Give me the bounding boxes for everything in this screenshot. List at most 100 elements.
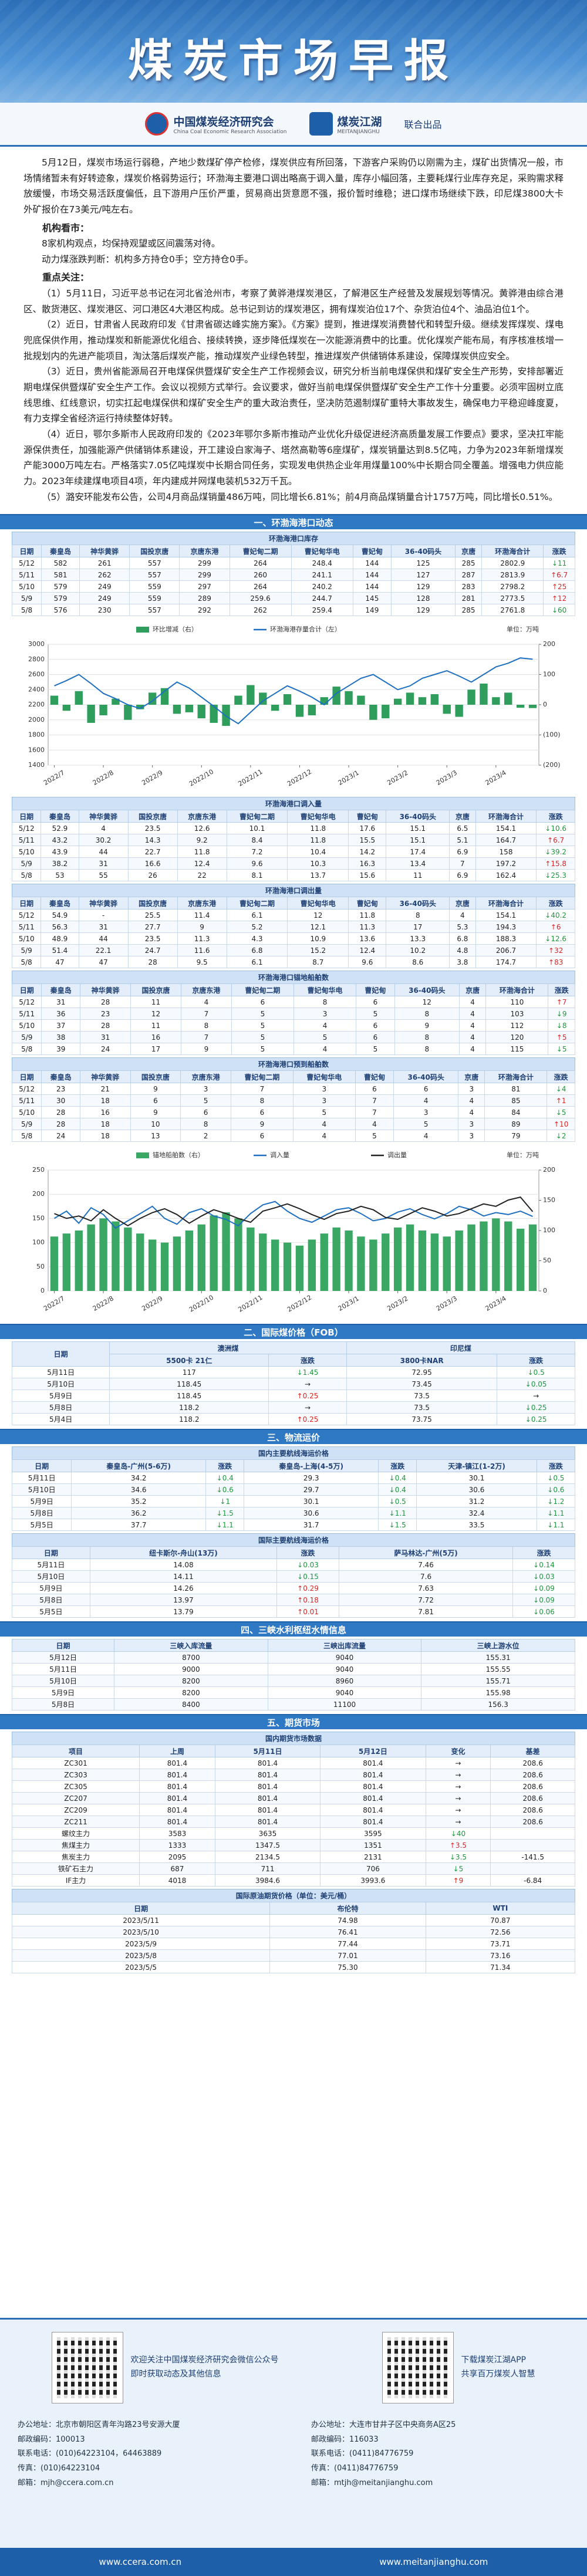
bar: [185, 705, 194, 713]
legend-label: 环比增减（右）: [153, 625, 198, 633]
column-header: 曹妃甸二期: [231, 983, 294, 997]
table-cell: 38: [41, 1031, 81, 1044]
column-header: 秦皇岛: [41, 983, 81, 997]
bar: [320, 1233, 328, 1292]
contact-line: 邮箱：mtjh@meitanjianghu.com: [311, 2478, 433, 2487]
table-cell: 194.3: [475, 921, 537, 934]
table-cell: 144: [352, 569, 392, 582]
focus-item: （4）近日，鄂尔多斯市人民政府印发的《2023年鄂尔多斯市推动产业优化升级促进经…: [23, 428, 564, 486]
column-header: 纽卡斯尔-舟山(13万): [89, 1546, 278, 1560]
table-cell: 5: [231, 1008, 294, 1020]
column-header: 京唐东港: [177, 897, 227, 910]
table-cell: ↓0.6: [536, 1483, 576, 1496]
table-cell: 248.4: [291, 557, 353, 570]
bar: [259, 692, 267, 705]
table-row: 5/10 48.9 44 23.5 11.3 4.3 10.9 13.6 13.3 6.8 188.…: [11, 932, 575, 945]
table-cell: 44: [78, 846, 129, 858]
table-cell: 4: [293, 1019, 357, 1032]
table-cell: 73.16: [425, 1949, 576, 1962]
table-cell: 6: [356, 1031, 395, 1044]
table-row: 5/11 56.3 31 27.7 9 5.2 12.1 11.3 17 5.3 194.3 ↑6: [11, 921, 575, 934]
table-cell: 焦煤主力: [11, 1839, 140, 1852]
section-header: 二、国际煤价格（FOB）: [0, 1324, 587, 1340]
table-cell: 9: [394, 1019, 460, 1032]
focus-heading: 重点关注：: [42, 272, 90, 283]
table-row: 焦炭主力 2095 2134.5 2131 ↓3.5 -141.5: [11, 1851, 575, 1864]
table-cell: 249: [79, 592, 130, 605]
table-cell: 8200: [114, 1675, 268, 1688]
table-cell: 5/12: [11, 1083, 42, 1096]
table-cell: 155.98: [421, 1686, 575, 1699]
table-cell: ↑1: [546, 1094, 575, 1107]
table-cell: 801.4: [139, 1792, 215, 1805]
table-cell: ↑7: [548, 996, 575, 1009]
bar: [528, 705, 537, 708]
table-row: ZC303 801.4 801.4 801.4 → 208.6: [11, 1769, 575, 1781]
table-cell: 5: [393, 1118, 459, 1131]
views-line: 动力煤涨跌判断：机构多方持仓0手；空方持仓0手。: [42, 253, 254, 265]
table-cell: 11: [130, 1019, 181, 1032]
table-cell: 6: [356, 1019, 395, 1032]
table-cell: 115: [485, 1043, 549, 1056]
table-cell: 8700: [114, 1651, 268, 1664]
table-cell: ↓9: [548, 1008, 575, 1020]
column-header: 日期: [11, 810, 42, 823]
table-cell: 4: [393, 1094, 459, 1107]
table-cell: ↓0.5: [378, 1495, 417, 1508]
table-cell: 5月8日: [12, 1594, 90, 1607]
table-cell: 285: [455, 557, 483, 570]
column-header: 曹妃甸二期: [226, 810, 288, 823]
wechat-block: 欢迎关注中国煤炭经济研究会微信公众号 即时获取动态及其他信息: [51, 2332, 279, 2403]
table-cell: 15.2: [287, 944, 349, 957]
table-row: 5月4日 118.2 ↑0.25 73.75 ↓0.25: [11, 1413, 575, 1426]
table-row: 5/10 28 16 9 6 6 5 7 3 4 84 ↓5: [11, 1106, 575, 1119]
column-header: 涨跌: [546, 1070, 575, 1084]
bar: [357, 695, 365, 705]
table-cell: 155.71: [421, 1675, 575, 1688]
table-cell: 154.1: [475, 909, 537, 922]
column-header: 国投京唐: [127, 810, 178, 823]
table-cell: 801.4: [214, 1816, 321, 1828]
table-cell: 582: [41, 557, 80, 570]
table-cell: 3: [458, 1118, 485, 1131]
legend-label: 调入量: [270, 1151, 289, 1159]
table-cell: 5月8日: [11, 1507, 72, 1520]
table-cell: 801.4: [320, 1769, 426, 1781]
bar: [345, 691, 353, 705]
table-cell: ↑32: [536, 944, 575, 957]
line: [54, 1196, 534, 1227]
table-cell: 5/10: [11, 846, 42, 858]
x-tick-label: 2023/1: [337, 1294, 360, 1313]
table-cell: 154.1: [475, 822, 537, 835]
bar: [406, 692, 414, 705]
section-header: 四、三峡水利枢纽水情信息: [0, 1621, 587, 1637]
table-cell: [490, 1827, 575, 1840]
table-cell: 801.4: [139, 1757, 215, 1770]
bar: [259, 1233, 267, 1292]
table-cell: 5月5日: [12, 1605, 90, 1618]
table-cell: 259.6: [229, 592, 292, 605]
table-cell: 711: [214, 1862, 321, 1875]
table-row: 5月11日 14.08 ↓0.03 7.46 ↓0.14: [12, 1559, 575, 1571]
bar: [112, 698, 120, 705]
table-cell: ↓1.1: [378, 1507, 417, 1520]
header-row: 日期 秦皇岛 神华黄骅 国投京唐 京唐东港 曹妃甸二期 曹妃甸华电 曹妃甸 36-40码头 京唐环…: [11, 983, 575, 997]
table-cell: 1347.5: [214, 1839, 321, 1852]
table-cell: 30.1: [244, 1495, 379, 1508]
table-cell: ↓0.09: [512, 1594, 575, 1607]
column-header: 曹妃甸华电: [292, 1070, 356, 1084]
bar: [528, 1224, 537, 1292]
column-header: 天津-镇江(1-2万): [416, 1459, 537, 1473]
table-cell: 34.6: [71, 1483, 207, 1496]
contact-line: 联系电话：(010)64223104，64463889: [18, 2449, 162, 2459]
org1-name: 中国煤炭经济研究会: [173, 115, 274, 129]
table-cell: 2131: [320, 1851, 426, 1864]
data-table: 国际原油期货价格（单位：美元/桶） 日期 布伦特 WTI 2023/5/11 74.98 7…: [11, 1889, 576, 1974]
table-cell: 9: [180, 1043, 232, 1056]
table-cell: 103: [485, 1008, 549, 1020]
table-row: 2023/5/11 74.98 70.87: [11, 1914, 576, 1927]
table-cell: →: [268, 1401, 347, 1414]
column-header: 萨马林达-广州(5万): [338, 1546, 514, 1560]
header-row: 日期 秦皇岛 神华黄骅 国投京唐 京唐东港 曹妃甸二期 曹妃甸华电 曹妃甸 36-40码头 京唐环…: [12, 545, 575, 558]
table-cell: 3: [292, 1083, 356, 1096]
